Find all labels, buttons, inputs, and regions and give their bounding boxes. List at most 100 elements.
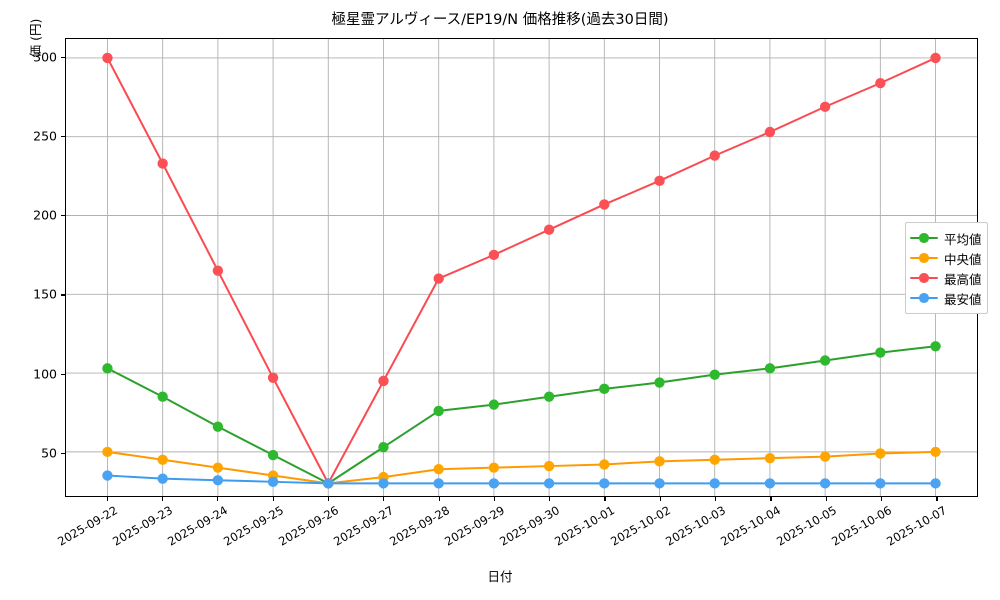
data-point bbox=[875, 478, 886, 489]
x-axis-tick-label: 2025-09-23 bbox=[109, 503, 175, 549]
x-axis-tick-mark bbox=[217, 497, 219, 501]
data-point bbox=[599, 478, 610, 489]
data-point bbox=[599, 459, 610, 470]
x-axis-tick-label: 2025-09-29 bbox=[441, 503, 507, 549]
x-axis-label: 日付 bbox=[487, 569, 513, 584]
chart-title: 極星霊アルヴィース/EP19/N 価格推移(過去30日間) bbox=[331, 12, 669, 28]
x-axis-tick-mark bbox=[715, 497, 717, 501]
legend-item-3[interactable]: 最安値 bbox=[910, 288, 982, 308]
data-point bbox=[433, 478, 444, 489]
x-axis-tick-mark bbox=[106, 497, 108, 501]
data-point bbox=[157, 158, 168, 169]
data-point bbox=[764, 126, 776, 138]
y-axis-tick-mark bbox=[61, 373, 65, 375]
data-point bbox=[267, 372, 279, 383]
data-point bbox=[212, 462, 224, 473]
data-point bbox=[102, 52, 113, 64]
y-axis-tick-label: 300 bbox=[33, 49, 57, 65]
data-point bbox=[875, 347, 886, 358]
data-point bbox=[378, 375, 389, 387]
data-point bbox=[378, 478, 389, 489]
y-axis-tick-marks bbox=[58, 38, 65, 497]
x-axis-tick-mark bbox=[549, 497, 551, 501]
data-point bbox=[543, 224, 555, 235]
data-point bbox=[212, 421, 224, 432]
data-point bbox=[433, 273, 444, 284]
data-point bbox=[323, 478, 334, 489]
x-axis-tick-mark bbox=[327, 497, 329, 501]
x-axis-tick-label: 2025-10-07 bbox=[884, 503, 950, 549]
data-point bbox=[599, 199, 610, 210]
data-point bbox=[654, 478, 665, 489]
data-point bbox=[378, 441, 389, 453]
data-point bbox=[819, 478, 831, 489]
legend-marker-icon bbox=[910, 251, 938, 265]
legend-item-1[interactable]: 中央値 bbox=[910, 248, 982, 268]
series-line-1 bbox=[106, 450, 937, 485]
data-point bbox=[930, 52, 941, 64]
data-point bbox=[875, 448, 886, 459]
data-point bbox=[764, 363, 776, 374]
y-axis-tick-mark bbox=[61, 294, 65, 296]
x-axis-tick-label: 2025-09-25 bbox=[220, 503, 286, 549]
y-axis-tick-label: 50 bbox=[41, 445, 57, 461]
data-point bbox=[212, 475, 224, 486]
data-point bbox=[875, 77, 886, 89]
plot-area bbox=[65, 38, 978, 497]
y-axis-tick-mark bbox=[61, 452, 65, 454]
data-point bbox=[157, 473, 168, 484]
x-axis-tick-mark bbox=[825, 497, 827, 501]
legend-marker-icon bbox=[910, 271, 938, 285]
chart-legend: 平均値中央値最高値最安値 bbox=[905, 222, 988, 314]
legend-marker-icon bbox=[910, 291, 938, 305]
x-axis-tick-label: 2025-10-06 bbox=[829, 503, 895, 549]
x-axis-tick-mark bbox=[881, 497, 883, 501]
data-series-layer bbox=[102, 52, 941, 489]
x-axis-tick-mark bbox=[493, 497, 495, 501]
x-axis-tick-label: 2025-10-04 bbox=[718, 503, 784, 549]
data-point bbox=[543, 391, 555, 402]
data-point bbox=[930, 341, 941, 352]
data-point bbox=[102, 446, 113, 458]
data-point bbox=[654, 175, 665, 187]
x-axis-tick-mark bbox=[659, 497, 661, 501]
data-point bbox=[654, 377, 665, 388]
x-axis-tick-label: 2025-10-05 bbox=[773, 503, 839, 549]
legend-label: 最高値 bbox=[944, 271, 982, 287]
data-point bbox=[102, 363, 113, 374]
x-axis-tick-labels: 2025-09-22 2025-09-23 2025-09-24 2025-09-25… bbox=[55, 503, 978, 573]
x-axis-tick-marks bbox=[65, 497, 978, 503]
data-point bbox=[709, 369, 720, 380]
data-point bbox=[212, 265, 224, 276]
data-point bbox=[488, 399, 500, 410]
x-axis-tick-mark bbox=[438, 497, 440, 501]
x-axis-tick-mark bbox=[383, 497, 385, 501]
x-axis-tick-label: 2025-10-03 bbox=[663, 503, 729, 549]
legend-item-2[interactable]: 最高値 bbox=[910, 268, 982, 288]
legend-label: 最安値 bbox=[944, 291, 982, 307]
x-axis-tick-label: 2025-09-24 bbox=[165, 503, 231, 549]
series-line-2 bbox=[106, 56, 937, 485]
y-axis-tick-labels: 50 100 150 200 250 300 bbox=[0, 38, 57, 497]
y-axis-tick-mark bbox=[61, 56, 65, 59]
data-point bbox=[709, 150, 720, 161]
legend-marker-icon bbox=[910, 231, 938, 245]
data-point bbox=[488, 462, 500, 473]
grid-lines bbox=[66, 39, 977, 496]
legend-item-0[interactable]: 平均値 bbox=[910, 228, 982, 248]
x-axis-tick-mark bbox=[604, 497, 606, 501]
y-axis-tick-label: 150 bbox=[33, 286, 57, 302]
data-point bbox=[709, 478, 720, 489]
data-point bbox=[102, 470, 113, 481]
y-axis-tick-label: 200 bbox=[33, 207, 57, 223]
x-axis-tick-label: 2025-09-30 bbox=[497, 503, 563, 549]
x-axis-tick-mark bbox=[770, 497, 772, 501]
y-axis-tick-label: 250 bbox=[33, 128, 57, 144]
data-point bbox=[764, 478, 776, 489]
legend-label: 平均値 bbox=[944, 231, 982, 247]
series-line-0 bbox=[106, 345, 937, 485]
data-point bbox=[543, 478, 555, 489]
legend-label: 中央値 bbox=[944, 251, 982, 267]
y-axis-tick-mark bbox=[61, 136, 65, 138]
x-axis-tick-label: 2025-09-27 bbox=[331, 503, 397, 549]
